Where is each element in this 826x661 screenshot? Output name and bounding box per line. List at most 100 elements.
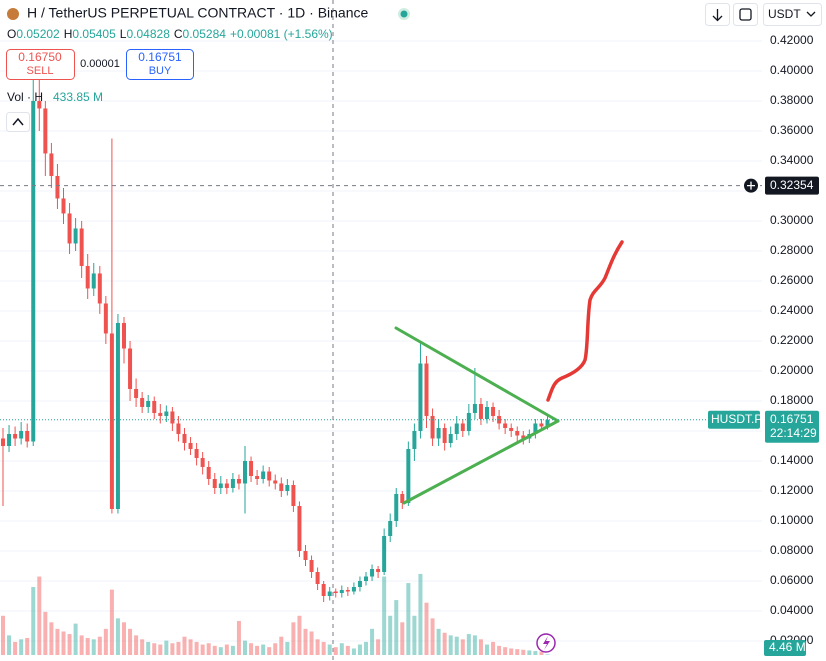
candle-body xyxy=(539,423,544,427)
buy-price[interactable]: 0.16751 xyxy=(138,50,182,64)
candle-body xyxy=(212,478,217,488)
volume-bar xyxy=(497,645,502,655)
candle-body xyxy=(339,589,344,593)
candle-body xyxy=(146,400,151,407)
sell-price[interactable]: 0.16750 xyxy=(18,50,62,64)
buy-button[interactable] xyxy=(126,49,194,80)
volume-bar xyxy=(7,635,12,655)
candle-body xyxy=(315,571,320,584)
candle-body xyxy=(200,457,205,467)
volume-bar xyxy=(176,641,181,655)
volume-bar xyxy=(255,645,260,655)
candle-body xyxy=(152,400,157,413)
volume-bar xyxy=(249,643,254,655)
y-tick-label: 0.36000 xyxy=(770,123,814,137)
currency-select[interactable] xyxy=(763,3,822,26)
candle-body xyxy=(478,403,483,419)
candle-body xyxy=(85,265,90,289)
volume-bar xyxy=(261,644,266,655)
volume-bar xyxy=(472,635,477,655)
volume-bar xyxy=(339,643,344,655)
candle-body xyxy=(115,322,120,509)
volume-bar xyxy=(224,644,229,655)
volume-bar xyxy=(424,602,429,655)
candle-body xyxy=(285,484,290,491)
volume-bar xyxy=(430,618,435,655)
candle-body xyxy=(25,430,30,442)
legend-change: +0.00081 (+1.56%) xyxy=(230,27,333,41)
candle-body xyxy=(497,415,502,424)
buy-label[interactable]: BUY xyxy=(149,65,172,77)
y-tick-label: 0.34000 xyxy=(770,153,814,167)
volume-bar xyxy=(351,648,356,655)
candle-body xyxy=(448,433,453,443)
volume-bar xyxy=(31,587,36,655)
candle-body xyxy=(140,397,145,407)
volume-bar xyxy=(400,622,405,655)
candle-body xyxy=(206,466,211,479)
candle-body xyxy=(43,108,48,154)
candle-body xyxy=(454,423,459,434)
candle-body xyxy=(55,175,60,199)
candle-body xyxy=(327,591,332,596)
y-tick-label: 0.40000 xyxy=(770,63,814,77)
legend-key: L xyxy=(120,27,127,41)
download-icon xyxy=(712,9,723,22)
candle-body xyxy=(128,348,133,389)
candle-body xyxy=(31,100,36,442)
volume-bar xyxy=(236,621,241,655)
volume-bar xyxy=(333,647,338,655)
volume-bar xyxy=(357,644,362,655)
volume-bar xyxy=(152,643,157,655)
candle-body xyxy=(122,322,126,349)
volume-bar xyxy=(109,589,114,655)
collapse-button[interactable] xyxy=(6,112,30,132)
candle-body xyxy=(249,460,254,476)
candle-body xyxy=(297,505,302,551)
volume-bar xyxy=(285,641,290,655)
candle-body xyxy=(291,484,296,506)
drawing-projection xyxy=(546,240,624,402)
volume-bar xyxy=(491,641,496,655)
volume-bar xyxy=(140,639,145,655)
volume-bar xyxy=(545,654,550,655)
volume-bar xyxy=(273,643,278,655)
sell-label[interactable]: SELL xyxy=(27,65,54,77)
candle-body xyxy=(170,411,175,424)
candle-body xyxy=(485,406,489,419)
volume-bar xyxy=(297,615,302,655)
fullscreen-button[interactable] xyxy=(733,3,758,26)
candle-body xyxy=(91,273,96,289)
countdown-label: 22:14:29 xyxy=(770,426,817,440)
volume-bar xyxy=(55,628,60,655)
y-tick-label: 0.28000 xyxy=(770,243,814,257)
y-tick-label: 0.20000 xyxy=(770,363,814,377)
volume-bar xyxy=(188,639,193,655)
currency-label[interactable]: USDT xyxy=(768,7,801,21)
candle-body xyxy=(466,412,471,431)
legend-key: H xyxy=(64,27,73,41)
volume-bar xyxy=(230,645,235,655)
y-tick-label: 0.14000 xyxy=(770,453,814,467)
volume-bar xyxy=(485,644,489,655)
ohlc-legend: O 0.05202 H 0.05405 L 0.04828 C 0.05284 +0.00081… xyxy=(7,27,333,41)
crosshair-tag xyxy=(765,176,819,195)
candle-body xyxy=(176,423,181,434)
volume-bar xyxy=(1,615,5,655)
volume-bar xyxy=(170,643,175,655)
y-tick-label: 0.04000 xyxy=(770,603,814,617)
candle-body xyxy=(37,100,42,109)
candle-body xyxy=(424,363,429,416)
volume-bar xyxy=(91,639,96,655)
symbol-tag xyxy=(708,410,760,429)
volume-bar xyxy=(345,645,350,655)
volume-bar xyxy=(527,650,532,655)
y-tick-label: 0.06000 xyxy=(770,573,814,587)
y-tick-label: 0.22000 xyxy=(770,333,814,347)
candle-body xyxy=(224,483,229,488)
sell-button[interactable] xyxy=(6,49,75,80)
chart-title: H / TetherUS PERPETUAL CONTRACT · 1D · B… xyxy=(27,5,368,21)
candle-body xyxy=(376,568,381,572)
volume-bar xyxy=(134,635,139,655)
spread: 0.00001 xyxy=(80,58,120,70)
